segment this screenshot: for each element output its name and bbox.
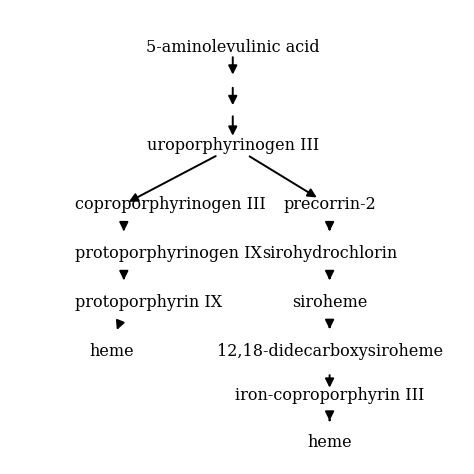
Text: uroporphyrinogen III: uroporphyrinogen III bbox=[146, 137, 319, 154]
Text: sirohydrochlorin: sirohydrochlorin bbox=[262, 245, 397, 262]
Text: precorrin-2: precorrin-2 bbox=[283, 196, 376, 213]
Text: iron-coproporphyrin III: iron-coproporphyrin III bbox=[235, 387, 424, 404]
Text: heme: heme bbox=[307, 434, 352, 451]
Text: 12,18-didecarboxysiroheme: 12,18-didecarboxysiroheme bbox=[217, 343, 443, 360]
Text: siroheme: siroheme bbox=[292, 294, 367, 310]
Text: protoporphyrinogen IX: protoporphyrinogen IX bbox=[75, 245, 262, 262]
Text: coproporphyrinogen III: coproporphyrinogen III bbox=[75, 196, 266, 213]
Text: heme: heme bbox=[90, 343, 134, 360]
Text: protoporphyrin IX: protoporphyrin IX bbox=[75, 294, 222, 310]
Text: 5-aminolevulinic acid: 5-aminolevulinic acid bbox=[146, 39, 319, 56]
